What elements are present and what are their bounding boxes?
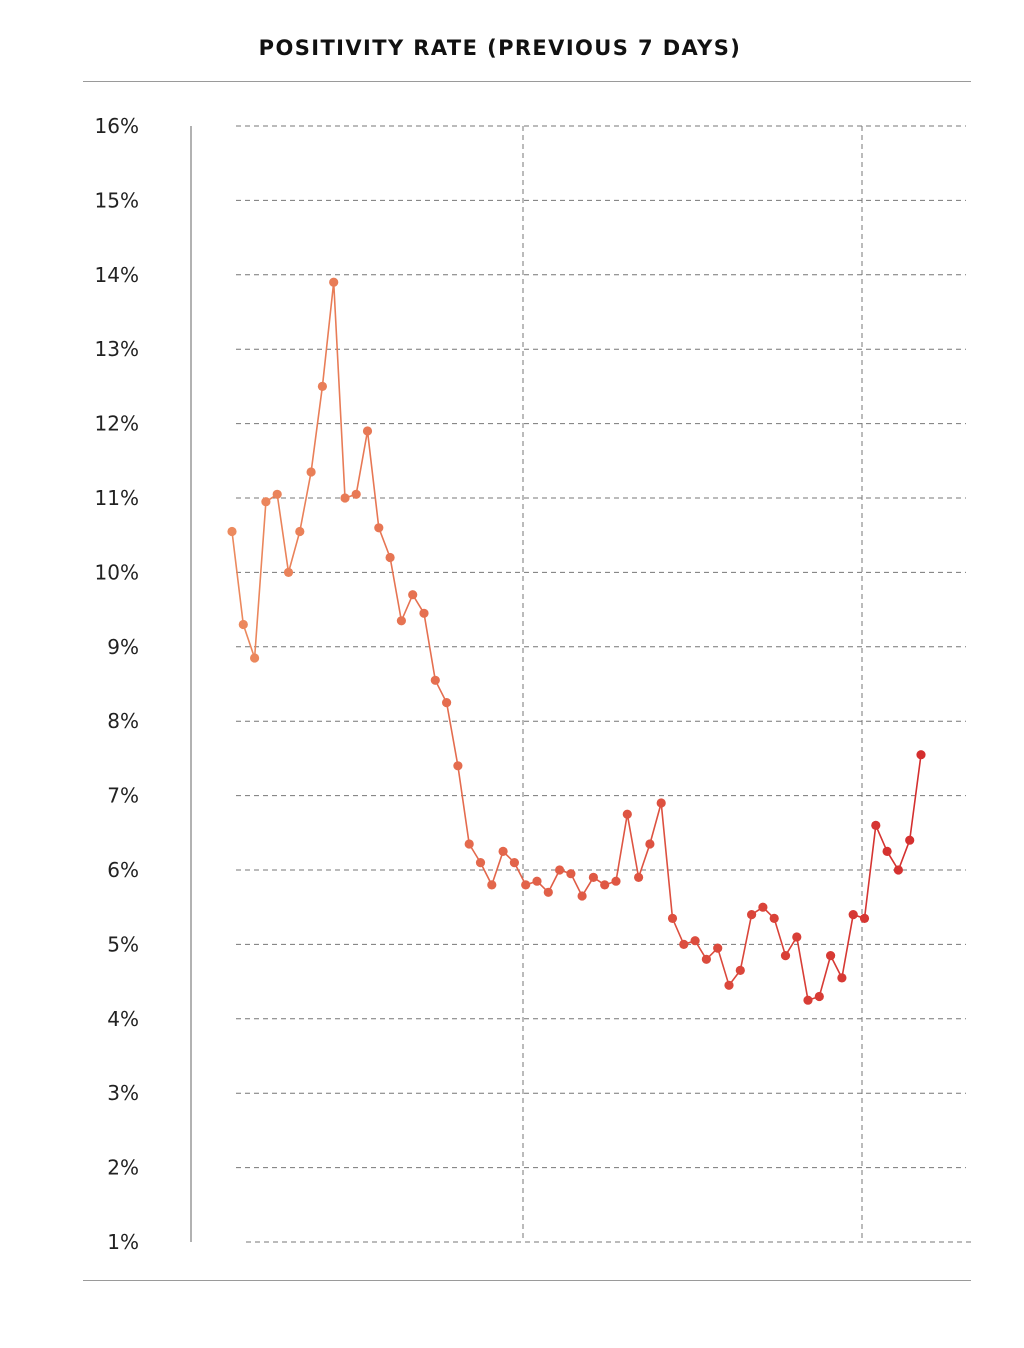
y-tick-label: 10% — [95, 560, 139, 584]
y-tick-label: 3% — [107, 1081, 139, 1105]
y-tick-label: 15% — [95, 188, 139, 212]
data-point — [509, 858, 519, 868]
data-point — [419, 608, 429, 618]
data-point — [442, 698, 452, 708]
data-point — [521, 880, 531, 890]
y-tick-label: 7% — [107, 784, 139, 808]
y-tick-label: 9% — [107, 635, 139, 659]
data-point — [690, 936, 700, 946]
data-point — [826, 951, 836, 961]
y-tick-label: 5% — [107, 932, 139, 956]
data-point — [566, 869, 576, 879]
data-point — [769, 913, 779, 924]
data-point — [250, 653, 260, 663]
data-point — [487, 880, 497, 890]
data-point — [701, 954, 712, 964]
data-point — [667, 913, 678, 924]
y-tick-label: 16% — [95, 114, 139, 138]
data-point — [362, 426, 373, 436]
data-point — [329, 277, 339, 287]
data-point — [837, 973, 847, 983]
data-point — [871, 820, 881, 831]
data-point — [735, 965, 745, 976]
data-point — [803, 995, 813, 1005]
chart-title: POSITIVITY RATE (PREVIOUS 7 DAYS) — [258, 36, 742, 60]
data-point — [306, 467, 316, 477]
data-point — [408, 590, 418, 600]
y-tick-label: 14% — [95, 263, 139, 287]
data-point — [555, 865, 565, 875]
data-point — [916, 750, 926, 760]
data-point — [859, 913, 870, 924]
data-point — [679, 939, 689, 950]
data-point — [543, 887, 553, 897]
data-point — [758, 902, 768, 912]
data-point — [848, 910, 858, 920]
series-points — [227, 277, 926, 1005]
data-point — [713, 943, 723, 953]
data-point — [780, 951, 791, 961]
data-point — [622, 809, 632, 819]
data-point — [227, 526, 237, 537]
data-point — [238, 619, 248, 630]
data-point — [882, 846, 892, 857]
data-point — [385, 552, 395, 563]
data-point — [792, 932, 802, 942]
top-rule — [83, 81, 971, 82]
data-point — [317, 381, 327, 391]
grid — [236, 125, 972, 1243]
data-point — [645, 839, 655, 849]
data-point — [577, 891, 587, 901]
y-axis-ticks: 16% 15% 14% 13% 12% 11% 10% 9% 8% 7% 6% 5% 4% 3% 2% 1% — [95, 114, 139, 1254]
y-tick-label: 8% — [107, 709, 139, 733]
data-point — [475, 858, 486, 868]
data-point — [272, 489, 282, 499]
y-tick-label: 12% — [95, 412, 139, 436]
data-point — [351, 489, 361, 499]
data-point — [295, 526, 305, 537]
data-point — [814, 991, 824, 1002]
data-point — [905, 835, 915, 845]
data-point — [893, 865, 904, 875]
data-point — [283, 567, 294, 578]
y-tick-label: 11% — [95, 486, 139, 510]
data-point — [498, 846, 508, 857]
y-tick-label: 2% — [107, 1156, 139, 1180]
data-point — [374, 523, 384, 533]
y-tick-label: 6% — [107, 858, 139, 882]
data-point — [532, 876, 542, 886]
data-point — [396, 616, 406, 626]
data-point — [747, 910, 757, 920]
series-line — [231, 282, 922, 1002]
y-tick-label: 1% — [107, 1230, 139, 1254]
y-tick-label: 4% — [107, 1007, 139, 1031]
y-tick-label: 13% — [95, 337, 139, 361]
data-point — [453, 761, 463, 771]
data-point — [588, 872, 599, 883]
data-point — [611, 876, 621, 886]
data-point — [430, 675, 440, 685]
data-point — [600, 880, 610, 890]
data-point — [340, 493, 350, 503]
data-point — [464, 839, 474, 849]
data-point — [261, 497, 271, 507]
data-point — [634, 872, 644, 883]
bottom-rule — [83, 1280, 971, 1281]
data-point — [724, 980, 734, 990]
data-point — [656, 798, 666, 808]
